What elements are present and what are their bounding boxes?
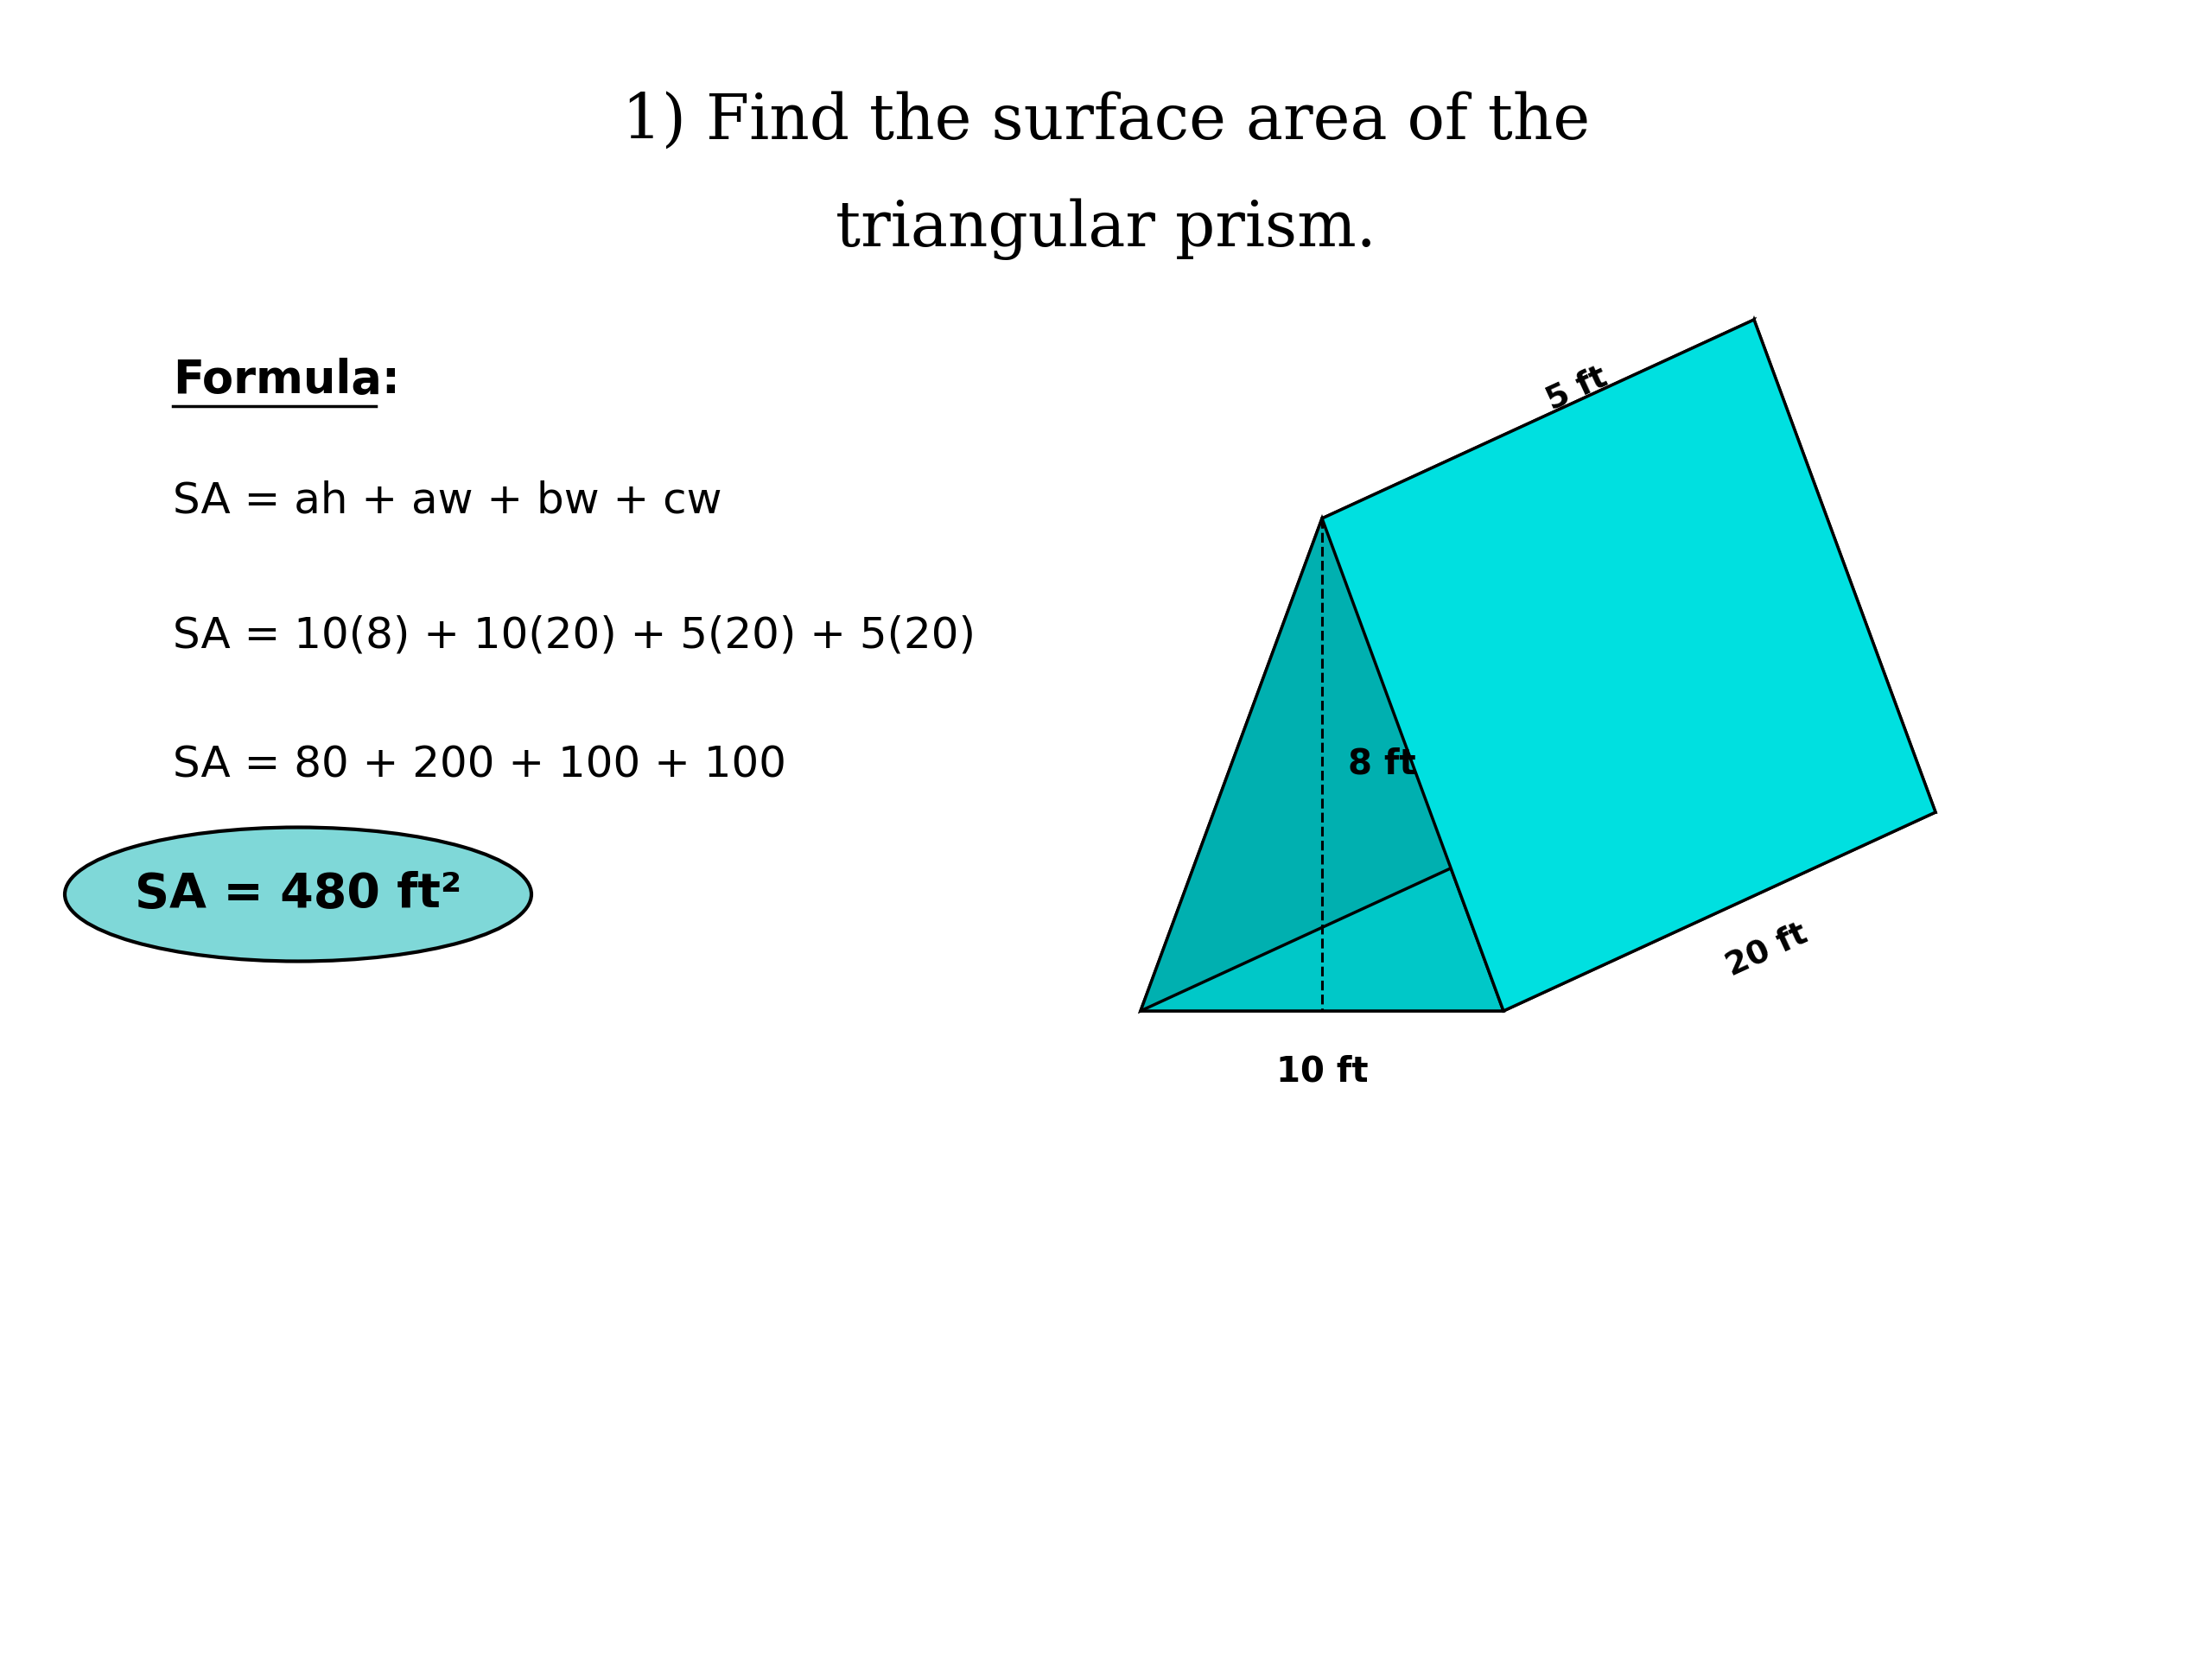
- Polygon shape: [1141, 813, 1936, 1010]
- Text: 5 ft: 5 ft: [1542, 362, 1613, 416]
- Text: 8 ft: 8 ft: [1347, 748, 1416, 781]
- Polygon shape: [1141, 518, 1504, 1010]
- Text: 20 ft: 20 ft: [1721, 919, 1812, 982]
- Text: 1) Find the surface area of the: 1) Find the surface area of the: [622, 91, 1590, 151]
- Text: SA = ah + aw + bw + cw: SA = ah + aw + bw + cw: [173, 481, 721, 523]
- Text: SA = 10(8) + 10(20) + 5(20) + 5(20): SA = 10(8) + 10(20) + 5(20) + 5(20): [173, 614, 975, 655]
- Text: SA = 480 ft²: SA = 480 ft²: [135, 871, 462, 917]
- Text: triangular prism.: triangular prism.: [836, 197, 1376, 260]
- Polygon shape: [1573, 320, 1936, 813]
- Text: SA = 80 + 200 + 100 + 100: SA = 80 + 200 + 100 + 100: [173, 743, 785, 785]
- Ellipse shape: [64, 828, 531, 961]
- Text: 10 ft: 10 ft: [1276, 1053, 1367, 1088]
- Polygon shape: [1323, 320, 1936, 1010]
- Polygon shape: [1141, 320, 1754, 1010]
- Text: Formula:: Formula:: [173, 358, 400, 403]
